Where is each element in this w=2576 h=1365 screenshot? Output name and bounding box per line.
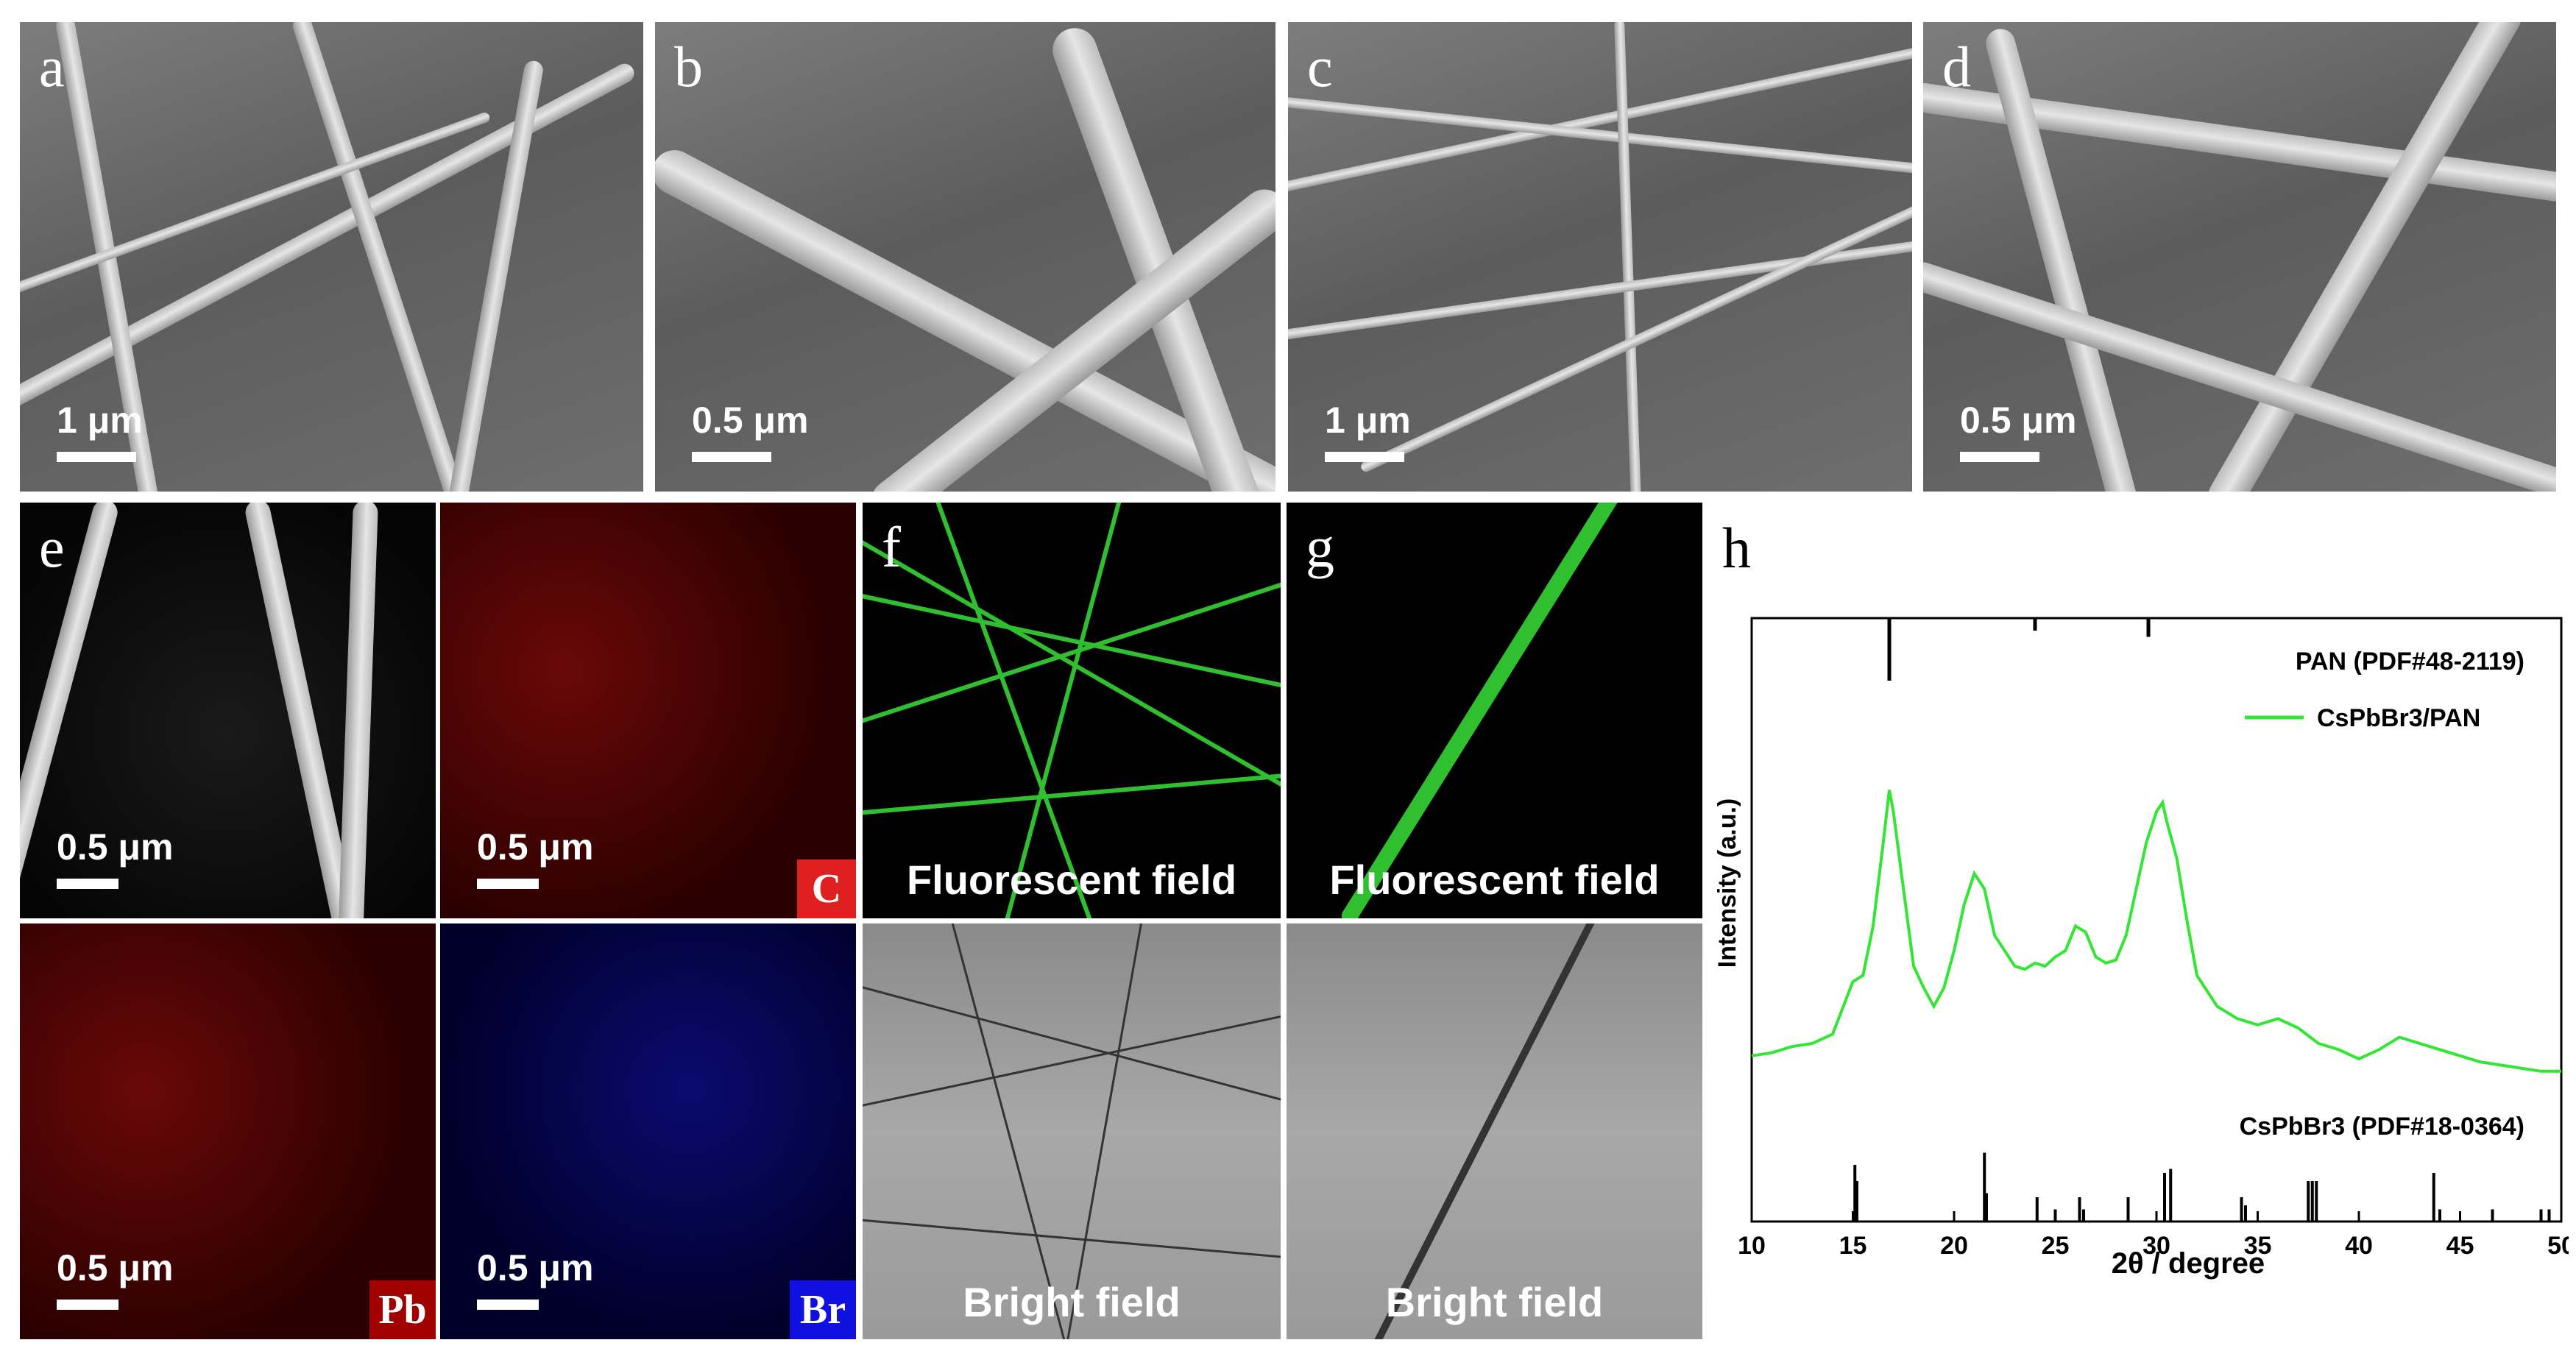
- sem-image-d: d 0.5 μm: [1923, 22, 2556, 492]
- fiber: [1288, 228, 1912, 341]
- fluorescent-field-label: Fluorescent field: [906, 857, 1237, 903]
- x-tick-label: 10: [1738, 1232, 1766, 1260]
- scale-bar: 0.5 μm: [57, 826, 173, 889]
- scale-bar: 0.5 μm: [692, 399, 808, 462]
- fluorescent-image-f: f Fluorescent field: [863, 503, 1281, 918]
- x-axis-label: 2θ / degree: [2112, 1247, 2265, 1280]
- scale-bar: 1 μm: [1325, 399, 1411, 462]
- scale-line: [692, 452, 771, 462]
- scale-line: [57, 879, 118, 889]
- bright-field-label: Bright field: [1385, 1279, 1604, 1325]
- scale-label: 0.5 μm: [57, 826, 174, 868]
- sem-image-c: c 1 μm: [1288, 22, 1912, 492]
- fluorescent-image-g: g Fluorescent field: [1287, 503, 1702, 918]
- scale-label: 0.5 μm: [477, 1247, 594, 1288]
- chart-axes: 10 15 20 25 30 35 40 45 50: [1738, 617, 2569, 1260]
- fiber: [1051, 923, 1144, 1339]
- fiber: [863, 982, 1281, 1118]
- x-tick-label: 15: [1839, 1232, 1867, 1260]
- panel-letter: f: [882, 515, 901, 579]
- edx-map-c: 0.5 μm C: [440, 503, 856, 918]
- scale-label: 1 μm: [57, 400, 143, 441]
- scale-line: [1325, 452, 1404, 462]
- x-tick-label: 40: [2345, 1232, 2373, 1260]
- fiber: [863, 1000, 1281, 1110]
- scale-line: [57, 452, 136, 462]
- bright-field-image-g: Bright field: [1287, 923, 1702, 1339]
- sem-image-a: a 1 μm: [20, 22, 643, 492]
- scale-bar: 0.5 μm: [477, 1247, 593, 1310]
- panel-letter: g: [1306, 515, 1334, 579]
- scale-label: 0.5 μm: [692, 400, 809, 441]
- panel-letter: a: [39, 35, 65, 99]
- panel-letter: d: [1942, 35, 1971, 99]
- fiber: [863, 532, 1281, 794]
- fiber: [949, 923, 1086, 1339]
- scale-line: [1960, 452, 2039, 462]
- panel-letter: e: [39, 515, 65, 579]
- panel-letter: b: [674, 35, 703, 99]
- scale-label: 0.5 μm: [477, 826, 594, 868]
- fiber: [290, 22, 473, 492]
- scale-bar: 0.5 μm: [57, 1247, 173, 1310]
- scale-bar: 0.5 μm: [1960, 399, 2076, 462]
- x-tick-label: 25: [2042, 1232, 2070, 1260]
- legend-series-name: CsPbBr3/PAN: [2317, 704, 2480, 732]
- fiber: [336, 503, 378, 918]
- scale-line: [57, 1300, 118, 1310]
- fluorescent-field-label: Fluorescent field: [1329, 857, 1660, 903]
- panel-letter: h: [1722, 516, 1751, 580]
- scale-label: 0.5 μm: [1960, 400, 2077, 441]
- stem-image-e: e 0.5 μm: [20, 503, 436, 918]
- edx-map-pb: 0.5 μm Pb: [20, 923, 436, 1339]
- element-label-pb: Pb: [369, 1280, 436, 1339]
- scale-label: 1 μm: [1325, 400, 1411, 441]
- bright-field-label: Bright field: [963, 1279, 1181, 1325]
- element-label-br: Br: [790, 1280, 856, 1339]
- scale-bar: 0.5 μm: [477, 826, 593, 889]
- x-tick-label: 20: [1940, 1232, 1968, 1260]
- x-tick-label: 45: [2446, 1232, 2474, 1260]
- fiber: [863, 564, 1281, 728]
- scale-line: [477, 1300, 539, 1310]
- fiber: [863, 1218, 1281, 1266]
- chart-marks: [1751, 618, 2561, 1222]
- xrd-chart: 10 15 20 25 30 35 40 45 50 Intensity (a.u.) 2θ /…: [1713, 617, 2569, 1280]
- scale-bar: 1 μm: [57, 399, 143, 462]
- scale-label: 0.5 μm: [57, 1247, 174, 1288]
- x-tick-label: 50: [2547, 1232, 2569, 1260]
- scale-line: [477, 879, 539, 889]
- x-tick-label: 30: [2142, 1232, 2170, 1260]
- fiber: [863, 767, 1281, 816]
- fiber: [1371, 923, 1599, 1339]
- y-axis-label: Intensity (a.u.): [1713, 798, 1741, 968]
- bright-field-image-f: Bright field: [863, 923, 1281, 1339]
- panel-letter: c: [1307, 35, 1333, 99]
- xrd-series-line: [1751, 790, 2561, 1073]
- x-tick-label: 35: [2244, 1232, 2272, 1260]
- top-reference-label: PAN (PDF#48-2119): [2296, 648, 2524, 676]
- bottom-reference-label: CsPbBr3 (PDF#18-0364): [2240, 1113, 2524, 1141]
- edx-map-br: 0.5 μm Br: [440, 923, 856, 1339]
- element-label-c: C: [797, 859, 856, 918]
- sem-image-b: b 0.5 μm: [655, 22, 1275, 492]
- fiber: [1614, 22, 1643, 492]
